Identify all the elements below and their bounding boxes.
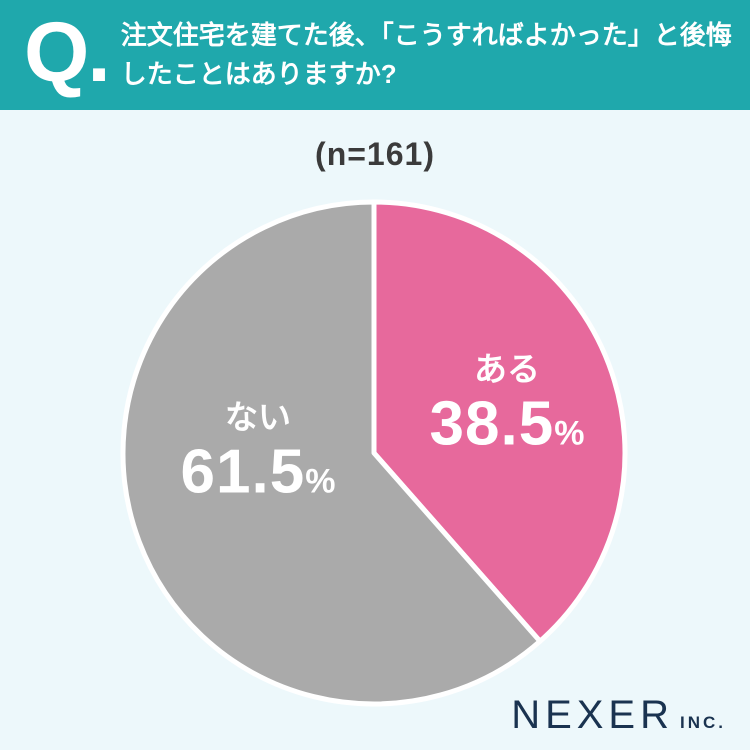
q-icon: Q. bbox=[24, 5, 111, 99]
company-logo: NEXER INC. bbox=[511, 693, 726, 738]
pie-svg bbox=[120, 199, 628, 707]
company-logo-suffix: INC. bbox=[680, 713, 726, 732]
pie-slices bbox=[120, 199, 628, 707]
sample-size-label: (n=161) bbox=[315, 136, 435, 172]
chart-area: (n=161) ある 38.5% ない 61.5% NEXER INC. bbox=[0, 110, 750, 750]
pie-slice-1 bbox=[120, 199, 543, 707]
pie-slice-0 bbox=[371, 199, 628, 644]
question-text: 注文住宅を建てた後、「こうすればよかった」と後悔 したことはありますか? bbox=[109, 0, 732, 94]
question-line-1: 注文住宅を建てた後、「こうすればよかった」と後悔 bbox=[120, 20, 732, 50]
question-header: Q. 注文住宅を建てた後、「こうすればよかった」と後悔 したことはありますか? bbox=[0, 0, 750, 110]
company-logo-name: NEXER bbox=[511, 693, 674, 737]
pie-chart bbox=[114, 193, 634, 713]
question-line-2: したことはありますか? bbox=[120, 59, 397, 89]
